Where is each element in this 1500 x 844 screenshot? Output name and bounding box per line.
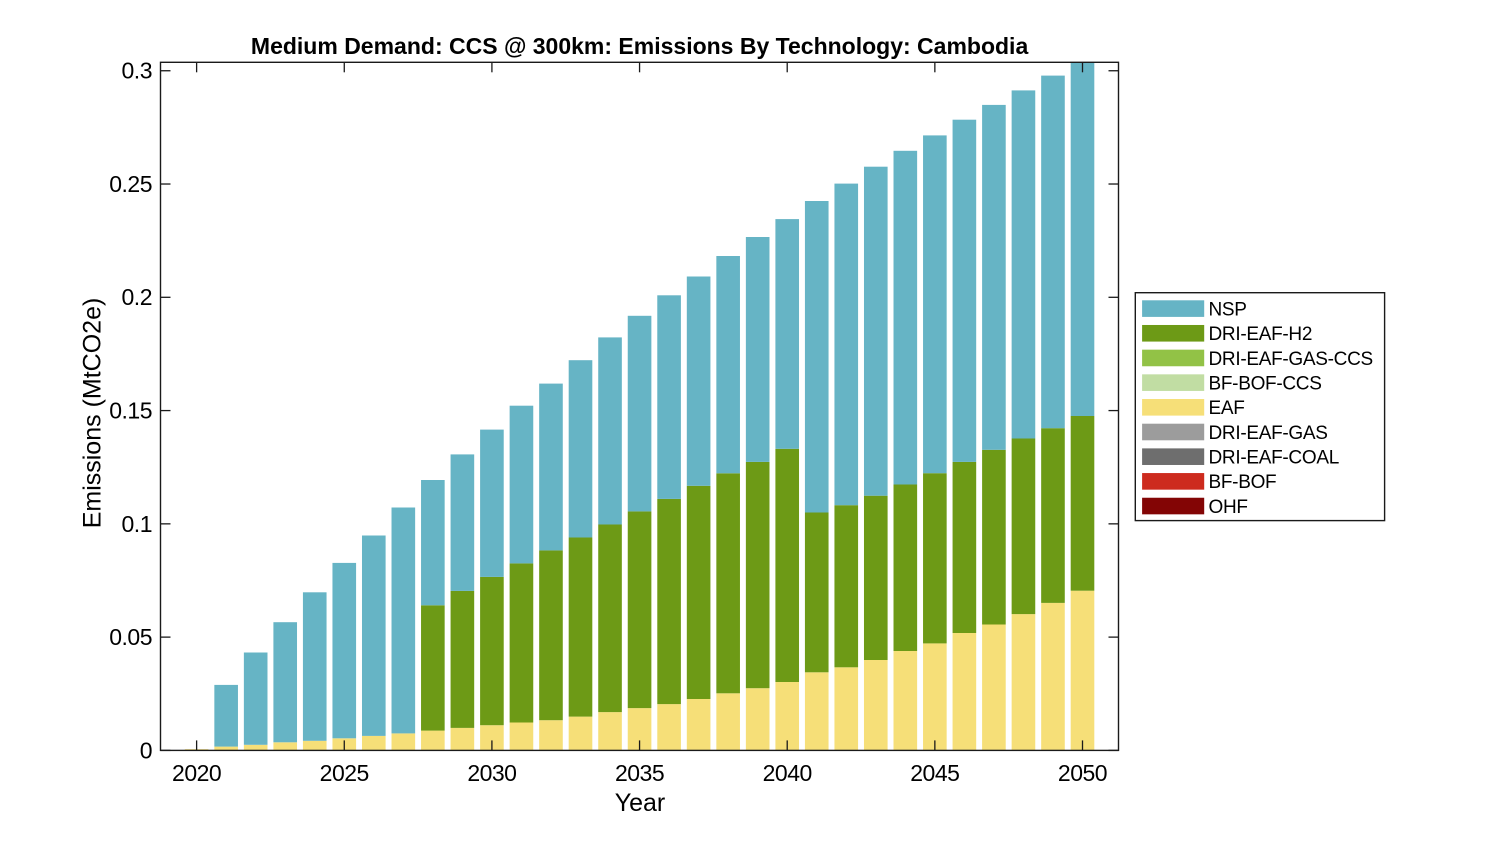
svg-text:0.2: 0.2	[122, 284, 152, 310]
svg-text:2050: 2050	[1058, 760, 1107, 786]
svg-text:DRI-EAF-COAL: DRI-EAF-COAL	[1209, 447, 1339, 468]
svg-text:OHF: OHF	[1209, 497, 1248, 518]
svg-text:2030: 2030	[467, 760, 516, 786]
svg-text:EAF: EAF	[1209, 398, 1245, 419]
svg-text:2025: 2025	[320, 760, 369, 786]
svg-text:0.05: 0.05	[109, 624, 152, 650]
svg-text:0: 0	[140, 737, 152, 763]
svg-text:NSP: NSP	[1209, 299, 1247, 320]
svg-text:0.3: 0.3	[122, 58, 152, 84]
svg-text:0.1: 0.1	[122, 511, 152, 537]
svg-text:DRI-EAF-GAS: DRI-EAF-GAS	[1209, 423, 1328, 444]
svg-text:Emissions (MtCO2e): Emissions (MtCO2e)	[79, 298, 107, 529]
svg-text:BF-BOF: BF-BOF	[1209, 472, 1277, 493]
svg-text:DRI-EAF-H2: DRI-EAF-H2	[1209, 324, 1313, 345]
svg-text:2045: 2045	[910, 760, 959, 786]
svg-text:2035: 2035	[615, 760, 664, 786]
svg-text:DRI-EAF-GAS-CCS: DRI-EAF-GAS-CCS	[1209, 349, 1373, 370]
svg-text:2040: 2040	[763, 760, 812, 786]
svg-text:Medium Demand: CCS @ 300km: Em: Medium Demand: CCS @ 300km: Emissions By…	[251, 33, 1029, 59]
svg-text:0.25: 0.25	[109, 171, 152, 197]
svg-text:2020: 2020	[172, 760, 221, 786]
svg-text:BF-BOF-CCS: BF-BOF-CCS	[1209, 373, 1322, 394]
svg-text:0.15: 0.15	[109, 397, 152, 423]
svg-text:Year: Year	[615, 789, 666, 817]
